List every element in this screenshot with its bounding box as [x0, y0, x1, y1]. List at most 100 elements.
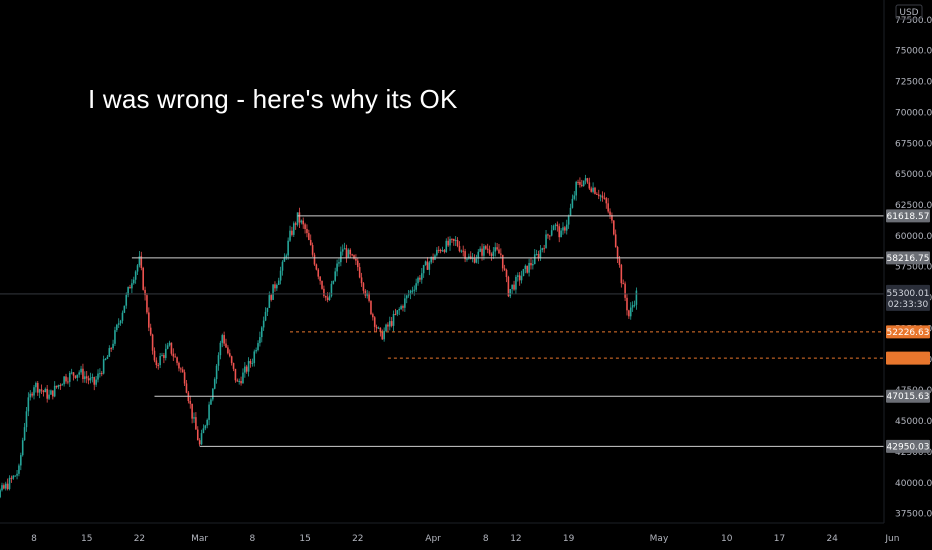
candle-body	[262, 320, 265, 328]
x-tick-label: Jun	[884, 534, 899, 544]
candle-body	[116, 324, 118, 331]
candle	[353, 254, 355, 260]
candle	[16, 470, 18, 480]
candle	[74, 375, 77, 379]
candle	[543, 244, 545, 253]
candle-body	[264, 311, 267, 321]
candle-body	[84, 376, 86, 380]
candle	[78, 370, 80, 378]
candle-body	[159, 355, 161, 366]
candle	[575, 180, 577, 201]
candle-body	[541, 248, 544, 251]
candle-body	[157, 365, 160, 367]
y-tick-label: 67500.00	[895, 139, 932, 149]
candle-body	[370, 300, 372, 315]
candle-body	[161, 355, 163, 357]
candle-body	[349, 249, 352, 255]
y-tick-label: 40000.00	[895, 479, 932, 489]
candle-body	[204, 425, 207, 429]
horizontal-levels[interactable]	[0, 215, 884, 447]
candle	[55, 385, 58, 389]
candle-body	[4, 483, 7, 489]
candle-body	[528, 262, 530, 273]
candle	[238, 378, 240, 385]
candle	[206, 418, 208, 429]
candle	[334, 267, 336, 282]
candle	[372, 312, 374, 321]
candle-body	[266, 307, 269, 312]
candle-body	[55, 385, 58, 388]
candle-body	[200, 433, 203, 445]
candle-body	[100, 373, 103, 375]
candle	[298, 207, 301, 228]
candle-body	[543, 248, 545, 250]
candle-body	[460, 250, 463, 252]
candle	[628, 309, 630, 319]
candle	[562, 222, 564, 235]
candle	[80, 365, 82, 375]
candle-body	[274, 284, 276, 289]
candle-body	[588, 182, 591, 189]
x-tick-label: 12	[510, 534, 521, 544]
candle	[102, 355, 105, 375]
candle	[164, 343, 167, 361]
candle	[292, 221, 295, 238]
candle	[140, 251, 143, 271]
candle-countdown: 02:33:30	[888, 300, 929, 310]
candle-body	[185, 383, 188, 393]
price-badge-label: 47015.63	[887, 392, 930, 402]
candle-body	[110, 348, 112, 350]
candle	[230, 355, 233, 366]
candle-body	[50, 390, 52, 395]
candle-body	[326, 297, 329, 301]
candle-body	[181, 369, 184, 373]
candle-body	[72, 372, 75, 376]
candle	[490, 252, 493, 261]
candle-body	[189, 400, 192, 404]
candle-body	[596, 193, 598, 195]
candle-body	[281, 261, 284, 271]
candle-body	[260, 327, 263, 338]
candle	[626, 293, 628, 316]
candle-body	[292, 223, 295, 235]
candle-body	[68, 372, 71, 382]
candle-body	[466, 258, 468, 260]
candle	[319, 276, 321, 285]
candle	[511, 284, 513, 294]
candle-body	[25, 411, 28, 428]
candle	[195, 412, 197, 430]
candle	[97, 369, 99, 383]
candle	[251, 358, 254, 367]
price-badge-box	[886, 325, 930, 339]
candle	[496, 242, 498, 251]
candle	[8, 475, 11, 491]
candle-body	[136, 265, 139, 272]
candle-body	[324, 295, 327, 298]
candle-body	[375, 326, 378, 329]
time-axis[interactable]: 8 15 22 Mar 8 15 22 Apr 8 12 19 May 10 17 24 Jun	[0, 522, 899, 544]
candle-body	[61, 384, 64, 386]
candle	[460, 249, 463, 253]
price-badge-box	[886, 209, 930, 223]
price-badge-label: 58216.75	[887, 254, 930, 264]
candle-body	[67, 381, 69, 383]
candle-body	[272, 284, 274, 300]
candle	[112, 339, 114, 350]
candle	[44, 387, 47, 393]
y-tick-label: 75000.00	[895, 47, 932, 57]
candle-body	[238, 381, 240, 383]
candle-body	[247, 361, 250, 372]
candle	[253, 349, 256, 367]
candle-body	[1, 485, 3, 491]
candle-body	[178, 362, 180, 369]
candle	[317, 268, 320, 280]
candle-body	[411, 290, 414, 292]
candle-body	[581, 184, 583, 186]
candle-body	[287, 240, 289, 256]
candle-body	[507, 277, 510, 297]
candle	[223, 331, 225, 346]
candle-body	[196, 429, 199, 441]
candle	[213, 377, 216, 390]
y-tick-label: 77500.00	[895, 16, 932, 26]
